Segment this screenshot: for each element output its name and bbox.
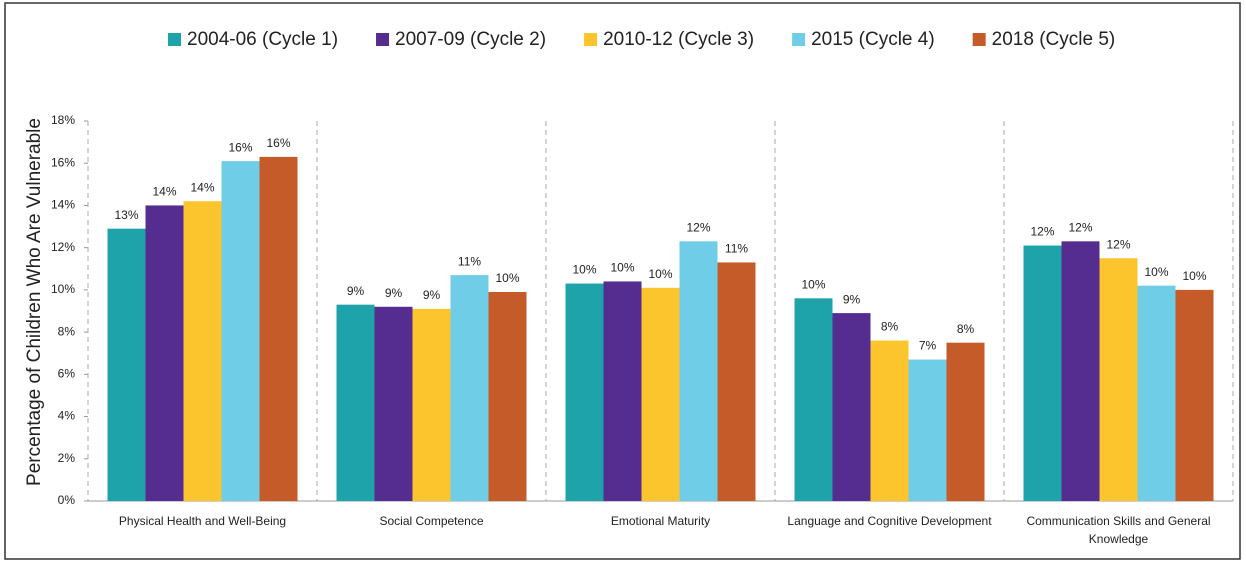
bar: [908, 359, 947, 501]
x-tick-label: Physical Health and Well-Being: [118, 514, 287, 528]
bar: [717, 262, 756, 501]
bar: [565, 283, 604, 501]
bar: [488, 292, 527, 501]
bar: [1099, 258, 1138, 501]
data-label: 10%: [801, 278, 825, 292]
bar: [412, 308, 451, 501]
data-label: 9%: [347, 284, 365, 298]
data-label: 10%: [610, 261, 634, 275]
data-label: 8%: [957, 322, 975, 336]
y-tick-label: 6%: [58, 367, 76, 381]
x-tick-label: Language and Cognitive Development: [787, 514, 992, 528]
data-label: 8%: [881, 320, 899, 334]
data-label: 12%: [1106, 237, 1130, 251]
data-label: 10%: [1182, 269, 1206, 283]
legend-swatch: [972, 33, 986, 46]
bar: [946, 342, 985, 501]
data-label: 12%: [1068, 221, 1092, 235]
data-label: 10%: [495, 271, 519, 285]
bar: [1023, 245, 1062, 501]
legend-label: 2015 (Cycle 4): [811, 29, 935, 50]
data-label: 9%: [843, 292, 861, 306]
data-label: 10%: [648, 267, 672, 281]
data-label: 11%: [458, 254, 481, 268]
y-tick-label: 4%: [58, 409, 76, 423]
data-label: 7%: [919, 339, 937, 353]
y-tick-label: 14%: [51, 198, 75, 212]
bar: [183, 201, 222, 501]
y-axis-label: Percentage of Children Who Are Vulnerabl…: [24, 118, 45, 486]
data-label: 16%: [228, 140, 252, 154]
data-label: 11%: [725, 242, 748, 256]
legend-swatch: [584, 33, 598, 46]
bar: [794, 298, 833, 501]
frame: [4, 2, 1241, 560]
data-label: 14%: [152, 185, 176, 199]
bar: [1175, 289, 1214, 501]
data-label: 10%: [1144, 265, 1168, 279]
x-tick-label: Communication Skills and General Knowled…: [1026, 514, 1211, 546]
bar: [336, 304, 375, 501]
legend-label: 2018 (Cycle 5): [992, 29, 1116, 50]
data-label: 14%: [190, 180, 214, 194]
data-label: 12%: [686, 221, 710, 235]
bar: [603, 281, 642, 501]
data-label: 9%: [423, 288, 441, 302]
data-label: 10%: [572, 263, 596, 277]
bar: [145, 205, 184, 501]
y-tick-label: 2%: [58, 451, 76, 465]
bar: [832, 313, 871, 501]
data-label: 12%: [1030, 225, 1054, 239]
x-tick-label: Emotional Maturity: [610, 514, 711, 528]
y-tick-label: 12%: [51, 240, 75, 254]
y-tick-label: 0%: [58, 493, 76, 507]
bar: [107, 228, 146, 501]
legend-label: 2004-06 (Cycle 1): [187, 29, 338, 50]
bar: [679, 241, 718, 502]
x-tick-label: Social Competence: [379, 514, 484, 528]
legend-label: 2010-12 (Cycle 3): [603, 29, 754, 50]
bar: [641, 287, 680, 501]
data-label: 16%: [266, 136, 290, 150]
data-label: 9%: [385, 286, 403, 300]
legend-swatch: [792, 33, 806, 46]
bar: [1137, 285, 1176, 501]
bar: [259, 156, 298, 501]
data-label: 13%: [114, 208, 138, 222]
legend-swatch: [168, 33, 181, 46]
bar: [221, 161, 260, 501]
y-tick-label: 10%: [51, 282, 75, 296]
bar: [870, 340, 909, 501]
y-tick-label: 18%: [51, 113, 75, 127]
legend-swatch: [376, 33, 390, 46]
bar: [1061, 241, 1100, 502]
legend-label: 2007-09 (Cycle 2): [395, 29, 546, 50]
bar: [450, 275, 489, 501]
bar: [374, 306, 413, 501]
y-tick-label: 8%: [58, 324, 76, 338]
y-tick-label: 16%: [51, 155, 75, 169]
